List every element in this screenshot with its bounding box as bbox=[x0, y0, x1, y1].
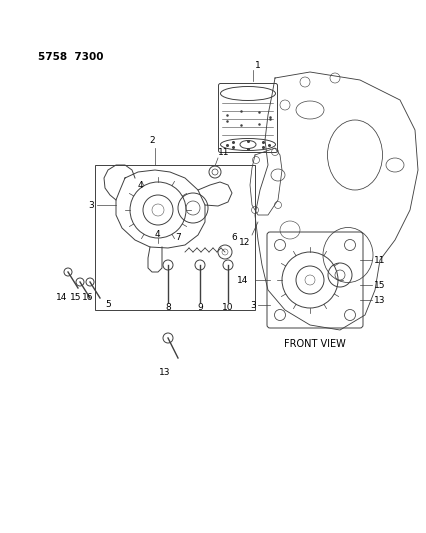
Text: 4: 4 bbox=[137, 181, 142, 190]
Text: 9: 9 bbox=[197, 303, 202, 312]
Text: 11: 11 bbox=[373, 255, 385, 264]
Text: 14: 14 bbox=[236, 276, 248, 285]
Text: 16: 16 bbox=[82, 293, 94, 302]
Text: 5758  7300: 5758 7300 bbox=[38, 52, 103, 62]
Text: 1: 1 bbox=[254, 61, 260, 70]
Text: 6: 6 bbox=[230, 233, 236, 242]
Text: 3: 3 bbox=[88, 200, 94, 209]
Text: 15: 15 bbox=[70, 293, 81, 302]
Text: 8: 8 bbox=[165, 303, 170, 312]
Text: 10: 10 bbox=[222, 303, 233, 312]
Text: 11: 11 bbox=[218, 148, 229, 157]
Text: 13: 13 bbox=[159, 368, 170, 377]
Text: 4: 4 bbox=[155, 230, 160, 239]
Text: 13: 13 bbox=[373, 295, 385, 304]
Text: 14: 14 bbox=[56, 293, 68, 302]
Text: 2: 2 bbox=[149, 136, 155, 145]
Text: 3: 3 bbox=[250, 301, 256, 310]
Text: 12: 12 bbox=[239, 238, 250, 247]
Text: FRONT VIEW: FRONT VIEW bbox=[283, 339, 345, 349]
Text: 7: 7 bbox=[175, 233, 180, 242]
Text: 15: 15 bbox=[373, 280, 385, 289]
Bar bbox=[95, 165, 254, 310]
Text: 5: 5 bbox=[105, 300, 111, 309]
